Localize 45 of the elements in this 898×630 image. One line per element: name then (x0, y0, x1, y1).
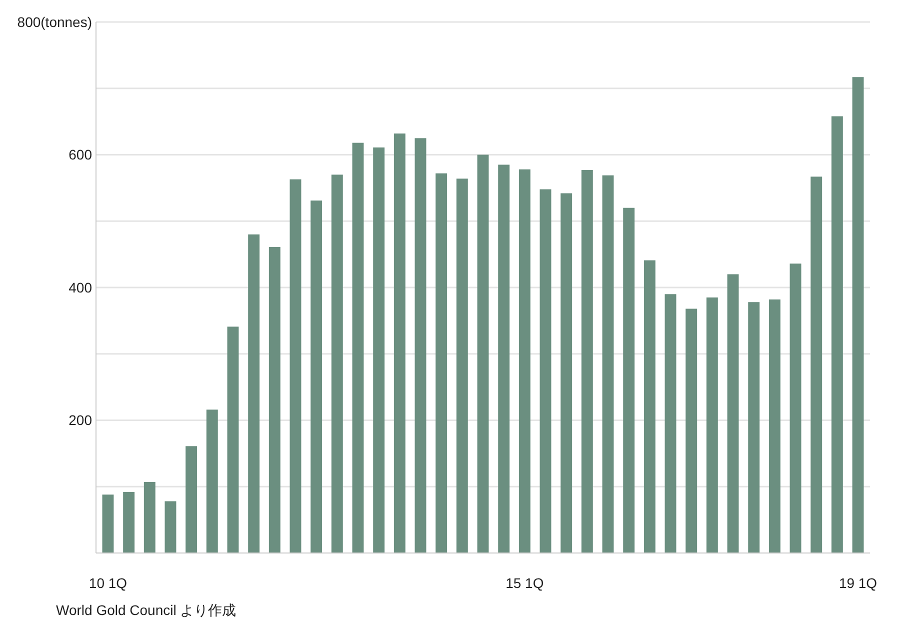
bar (727, 274, 739, 553)
bar (831, 116, 843, 553)
bar (540, 189, 552, 553)
x-tick-label: 10 1Q (88, 575, 128, 591)
bar (477, 154, 489, 553)
bar (436, 173, 448, 553)
bar (518, 169, 530, 553)
x-tick-label: 15 1Q (506, 575, 544, 591)
bar (310, 200, 322, 553)
bar (852, 77, 864, 553)
bar (227, 326, 239, 553)
bar (206, 410, 218, 553)
bar (768, 299, 780, 553)
bar (373, 147, 385, 553)
bar (248, 234, 260, 553)
bar (623, 208, 635, 553)
bar (790, 264, 802, 553)
bar (352, 142, 364, 553)
bar (290, 179, 302, 553)
bar (664, 294, 676, 553)
bar (123, 492, 135, 553)
bar (686, 308, 698, 553)
y-tick-label: 600 (68, 146, 92, 163)
bar (581, 170, 593, 553)
bar (102, 494, 114, 553)
y-tick-label: 800(tonnes) (17, 14, 92, 30)
bar (186, 446, 198, 553)
bar (810, 176, 822, 553)
bar (560, 193, 572, 553)
bar (268, 247, 280, 553)
bar (644, 260, 656, 553)
bar (331, 174, 343, 553)
bar (164, 501, 176, 553)
y-tick-label: 200 (68, 412, 92, 428)
bar (602, 175, 614, 553)
x-tick-label: 19 1Q (838, 575, 878, 591)
bar (748, 302, 760, 553)
bar (414, 138, 426, 553)
bar (394, 134, 406, 553)
y-tick-label: 400 (68, 279, 92, 296)
bar (498, 164, 510, 553)
bar (456, 178, 468, 553)
text: World Gold Council より作成 (56, 602, 236, 618)
bar (706, 297, 718, 553)
bar (144, 482, 156, 553)
